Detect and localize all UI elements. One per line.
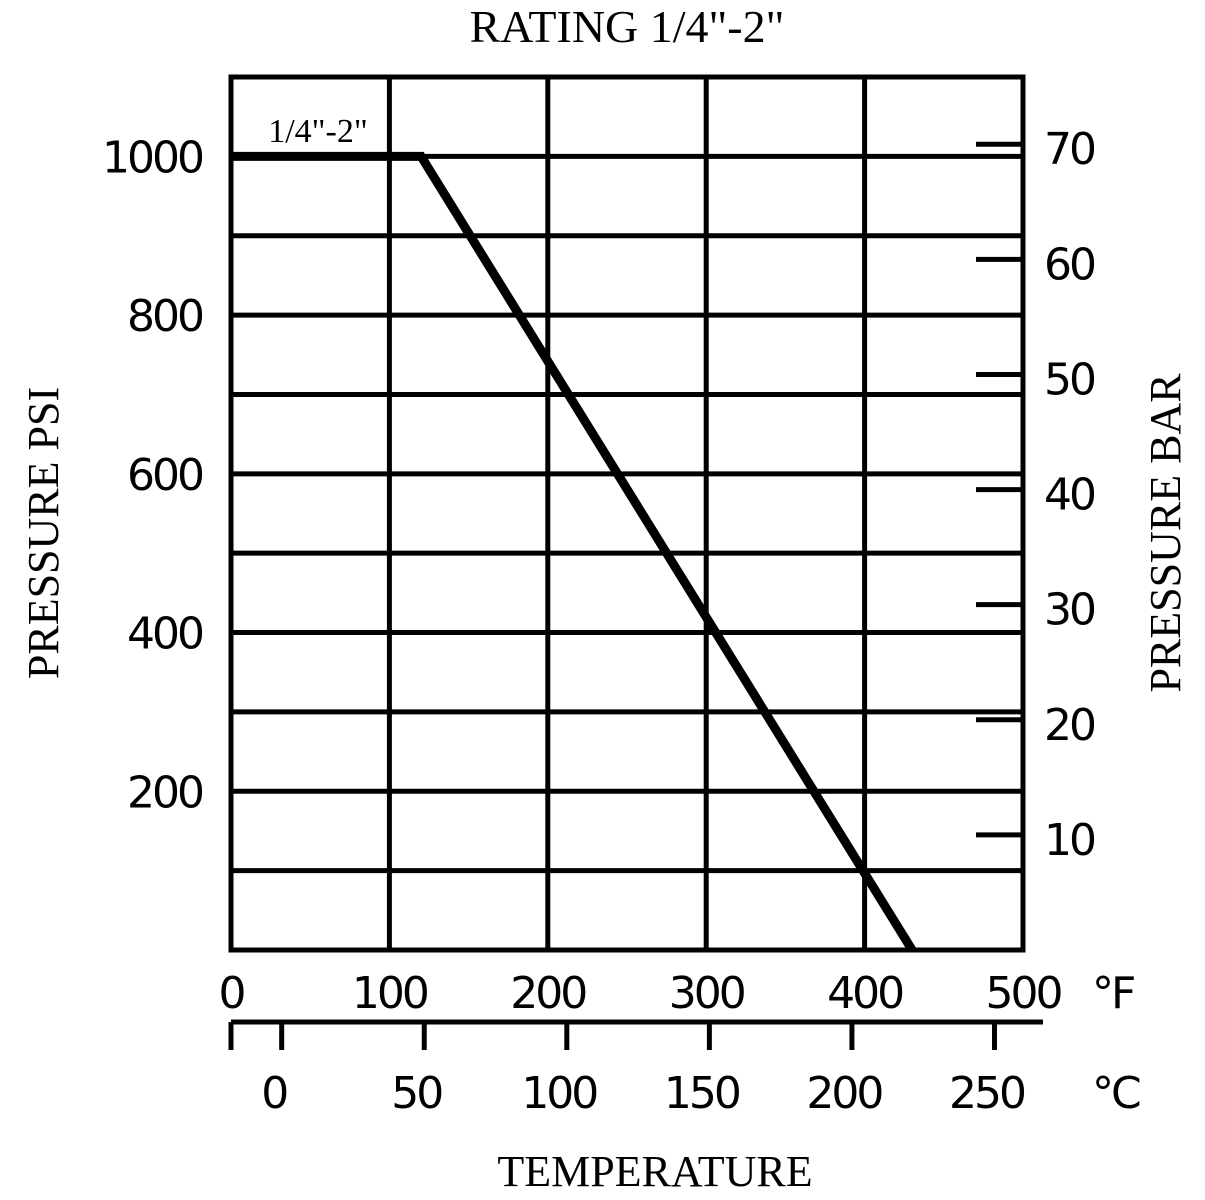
y-tick-label-psi: 400 (127, 609, 203, 660)
grid (228, 74, 1026, 953)
y-tick-label-bar: 60 (1044, 239, 1095, 290)
unit-celsius: °C (1092, 1068, 1140, 1119)
y-axis-left-label: PRESSURE PSI (19, 387, 68, 679)
x-tick-label-f: 200 (510, 968, 586, 1019)
x-tick-label-c: 0 (261, 1068, 287, 1119)
series-label: 1/4"-2" (268, 113, 368, 150)
series-layer: 1/4"-2" (231, 113, 916, 953)
x-tick-label-f: 500 (986, 968, 1062, 1019)
chart-title: RATING 1/4"-2" (470, 1, 785, 52)
y-tick-label-bar: 10 (1044, 815, 1095, 866)
x-tick-label-f: 400 (827, 968, 903, 1019)
y-tick-label-bar: 20 (1044, 700, 1095, 751)
x-tick-label-f: 0 (219, 968, 245, 1019)
y-tick-label-psi: 1000 (102, 132, 203, 183)
series-line (231, 151, 916, 953)
x-tick-label-c: 50 (391, 1068, 442, 1119)
y-tick-label-bar: 50 (1044, 354, 1095, 405)
y-axis-right-label: PRESSURE BAR (1141, 373, 1190, 693)
x-axis-label: TEMPERATURE (497, 1147, 812, 1196)
plot-border (228, 74, 1026, 953)
x-tick-label-f: 300 (669, 968, 745, 1019)
y-tick-label-bar: 40 (1044, 470, 1095, 521)
x-tick-label-f: 100 (352, 968, 428, 1019)
y-tick-label-psi: 800 (127, 291, 203, 342)
x-tick-label-c: 250 (949, 1068, 1025, 1119)
y-tick-label-bar: 70 (1044, 124, 1095, 175)
y-tick-label-bar: 30 (1044, 585, 1095, 636)
x-tick-label-c: 200 (806, 1068, 882, 1119)
x-tick-label-c: 150 (664, 1068, 740, 1119)
x-tick-label-c: 100 (521, 1068, 597, 1119)
y-tick-label-psi: 600 (127, 450, 203, 501)
unit-fahrenheit: °F (1092, 968, 1134, 1019)
y-tick-label-psi: 200 (127, 767, 203, 818)
